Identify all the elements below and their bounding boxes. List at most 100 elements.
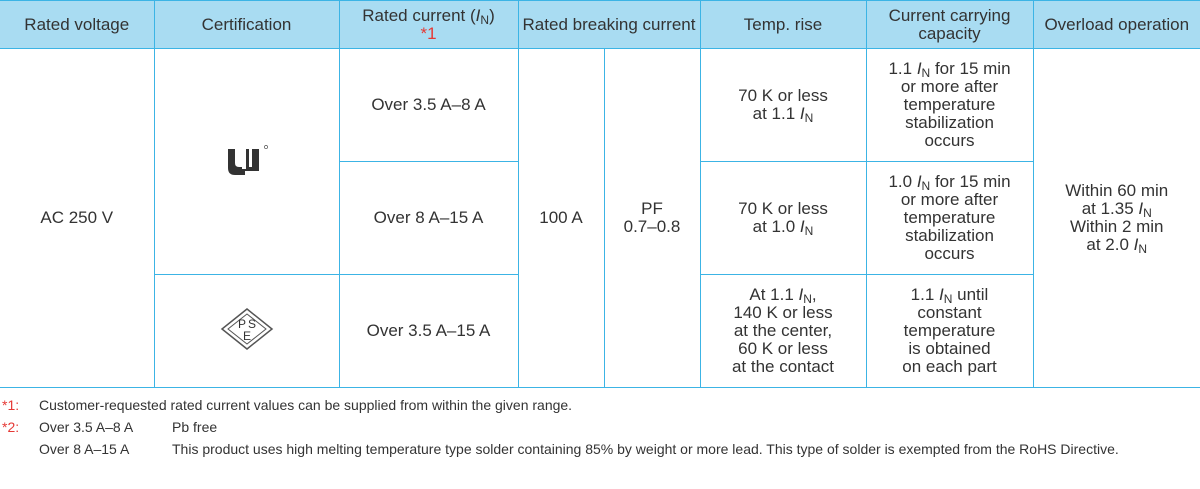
cell: Within 60 min at 1.35 IN Within 2 min at 2.… [1032,48,1200,388]
row: P S E Over 3.5 A–15 A At 1.1 IN, 140 K or… [0,274,1200,388]
subscript: N [804,224,814,238]
text-run: at 1.1 [752,104,800,123]
footnote: Over 8 A–15 A This product uses high mel… [2,438,1200,460]
footnote-mark: *1: [2,397,20,413]
text-line: or more after [871,191,1029,209]
text-line: constant [871,304,1029,322]
row: AC 250 V Over 3.5 A–8 A 100 A PF 0.7–0.8 … [0,48,1200,388]
text-run: for 15 min [930,172,1011,191]
text-run: temperature [903,321,996,340]
header-cell: Rated voltage [0,0,155,49]
text-line: temperature [871,322,1029,340]
text-line: 0.7–0.8 [609,218,696,236]
text-line: 1.0 IN for 15 min [871,172,1029,193]
subscript: N [480,12,490,27]
text-run: at 1.0 [752,217,800,236]
subscript: N [921,179,931,193]
cell: 70 K or less at 1.1 IN [699,48,867,162]
text-line: stabilization [871,114,1029,132]
subscript: N [1143,206,1152,220]
text-line: Rated current (IN) [344,5,514,27]
pse-letter: P [237,317,245,331]
text-run: at 2.0 [1086,235,1134,254]
text-run: or more after [900,190,999,209]
text-run: temperature [903,95,996,114]
text-run: for 15 min [930,59,1011,78]
text-line: at 1.35 IN [1038,199,1197,220]
text-run: constant [917,303,982,322]
text-run: Within 60 min [1065,181,1169,200]
subscript: N [921,66,931,80]
subscript: N [1138,242,1148,256]
text-line: Within 2 min [1038,218,1197,236]
header-cell: Rated breaking current [517,0,701,49]
text-line: 1.1 IN until [871,285,1029,306]
text-line: stabilization [871,227,1029,245]
symbol: I [1133,235,1139,254]
text-run: at the center, [733,321,833,340]
pse-letter: E [242,329,250,343]
text-run: on each part [902,357,997,376]
text-line: at 1.1 IN [705,104,862,125]
text-line: temperature [871,209,1029,227]
text-run: at the contact [731,357,835,376]
footnote-range: Over 3.5 A–8 A [39,419,134,435]
symbol: I [798,285,804,304]
text-line: Within 60 min [1038,182,1197,200]
footnote-text: Pb free [172,419,218,435]
symbol: I [1138,199,1144,218]
cell: 70 K or less at 1.0 IN [699,161,867,275]
header-row: Rated voltage Certification Rated curren… [0,0,1200,49]
ul-logo [227,144,268,175]
text-line: 1.1 IN for 15 min [871,59,1029,80]
cell: 1.0 IN for 15 min or more after temperatur… [865,161,1033,275]
text-run: temperature [903,208,996,227]
text-line: occurs [871,132,1029,150]
subscript: N [804,111,814,125]
text-run: occurs [924,131,975,150]
text-line: at 2.0 IN [1038,235,1197,256]
text-line: temperature [871,96,1029,114]
text-run: stabilization [905,113,994,132]
text-run: is obtained [908,339,991,358]
text-run: 140 K or less [733,303,833,322]
subscript: N [943,292,953,306]
note-ref: *1 [420,23,437,43]
text-run: 1.1 [888,59,917,78]
footnote: *2: Over 3.5 A–8 A Pb free [2,416,1200,438]
text-run: Within 2 min [1069,217,1164,236]
cell: P S E [154,274,340,388]
text-line: 70 K or less [705,87,862,105]
text-line: is obtained [871,340,1029,358]
header-cell: Temp. rise [699,0,867,49]
header-cell: Overload operation [1032,0,1200,49]
footnotes: *1: Customer-requested rated current val… [0,394,1200,460]
rating-table: Rated voltage Certification Rated curren… [0,0,1200,388]
text-run: 1.1 [910,285,940,304]
header-cell: Current carrying capacity [865,0,1034,49]
text-run: until [952,285,989,304]
cell: 1.1 IN until constant temperature is obtain… [865,274,1033,388]
text-line: At 1.1 IN, [705,285,862,306]
text-line: 60 K or less [705,340,862,358]
text-run: 0.7–0.8 [623,217,681,236]
text-line: PF [609,200,696,218]
cell: Over 3.5 A–15 A [338,274,519,388]
footnote-range: Over 8 A–15 A [39,441,130,457]
text-line: 140 K or less [705,304,862,322]
text-run: 60 K or less [738,339,828,358]
text-run: 70 K or less [738,199,828,218]
pse-logo: P S E [220,308,273,350]
text-line: or more after [871,78,1029,96]
text-run: at 1.35 [1081,199,1139,218]
cell: 100 A [517,48,605,388]
symbol: I [475,5,481,25]
symbol: I [799,217,805,236]
text-run: , [811,285,817,304]
cell: Over 3.5 A–8 A [338,48,519,162]
text-line: 70 K or less [705,200,862,218]
text-line: on each part [871,358,1029,376]
footnote-text: Customer-requested rated current values … [39,397,573,413]
